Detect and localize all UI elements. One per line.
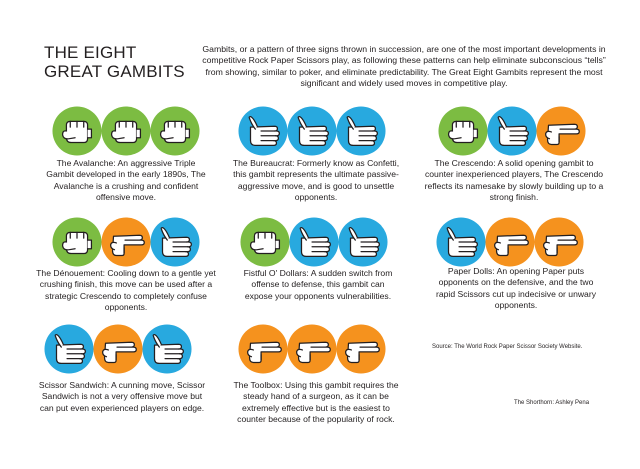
paper-icon <box>150 217 200 267</box>
scissors-icon <box>287 324 337 374</box>
gambit-icons <box>240 217 392 267</box>
gambit-description: Paper Dolls: An opening Paper puts oppon… <box>435 266 596 311</box>
gambit-icons <box>238 324 390 374</box>
gambit-description: The Avalanche: An aggressive Triple Gamb… <box>46 158 206 203</box>
paper-icon <box>336 106 386 156</box>
scissors-icon <box>238 324 288 374</box>
gambit-description: Scissor Sandwich: A cunning move, Scisso… <box>38 380 206 413</box>
scissors-icon <box>101 217 151 267</box>
paper-icon <box>436 217 486 267</box>
paper-icon <box>238 106 288 156</box>
rock-icon <box>150 106 200 156</box>
rock-icon <box>52 217 102 267</box>
rock-icon <box>101 106 151 156</box>
gambit-description: The Dénouement: Cooling down to a gentle… <box>36 268 216 313</box>
scissors-icon <box>485 217 535 267</box>
paper-icon <box>487 106 537 156</box>
scissors-icon <box>93 324 143 374</box>
paper-icon <box>338 217 388 267</box>
paper-icon <box>142 324 192 374</box>
page-title: THE EIGHT GREAT GAMBITS <box>44 43 185 81</box>
paper-icon <box>44 324 94 374</box>
gambit-icons <box>438 106 590 156</box>
source-note: Source: The World Rock Paper Scissor Soc… <box>432 344 583 350</box>
gambit-description: The Crescendo: A solid opening gambit to… <box>424 158 604 203</box>
gambit-description: The Toolbox: Using this gambit requires … <box>233 380 399 425</box>
gambit-icons <box>44 324 196 374</box>
gambit-icons <box>238 106 390 156</box>
gambit-icons <box>52 106 204 156</box>
rock-icon <box>52 106 102 156</box>
rock-icon <box>240 217 290 267</box>
gambit-description: The Bureaucrat: Formerly know as Confett… <box>232 158 400 203</box>
paper-icon <box>289 217 339 267</box>
scissors-icon <box>336 324 386 374</box>
rock-icon <box>438 106 488 156</box>
intro-paragraph: Gambits, or a pattern of three signs thr… <box>202 44 606 89</box>
credit-line: The Shorthorn: Ashley Pena <box>514 400 590 406</box>
paper-icon <box>287 106 337 156</box>
gambit-description: Fistful O' Dollars: A sudden switch from… <box>243 268 393 301</box>
gambit-icons <box>52 217 204 267</box>
gambit-icons <box>436 217 588 267</box>
scissors-icon <box>536 106 586 156</box>
scissors-icon <box>534 217 584 267</box>
